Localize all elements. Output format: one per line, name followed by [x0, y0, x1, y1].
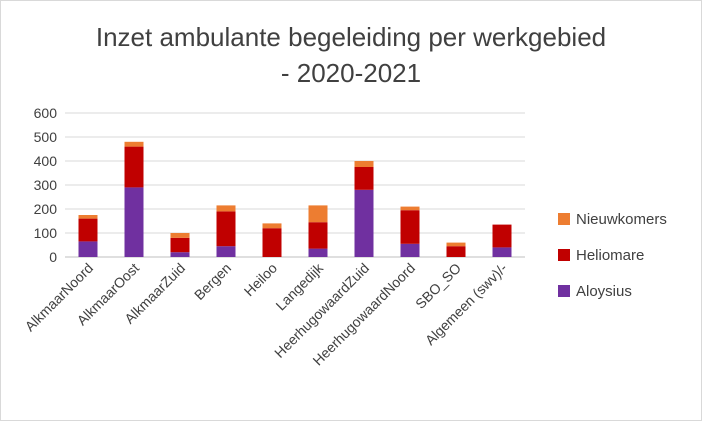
chart-title: Inzet ambulante begeleiding per werkgebi… [1, 19, 701, 91]
bar-segment-aloysius [124, 187, 144, 257]
bar-segment-aloysius [78, 241, 98, 257]
y-tick-label: 100 [34, 225, 58, 241]
bar-segment-heliomare [78, 218, 98, 242]
chart-title-line-1: Inzet ambulante begeleiding per werkgebi… [95, 22, 607, 52]
bar-segment-aloysius [492, 247, 512, 257]
bar-segment-nieuwkomers [216, 205, 236, 212]
bar-segment-heliomare [308, 222, 328, 249]
bar-segment-aloysius [216, 246, 236, 257]
bar-segment-heliomare [400, 210, 420, 244]
bar-segment-heliomare [170, 237, 190, 253]
x-tick-label: Bergen [191, 260, 234, 303]
bar-segment-nieuwkomers [446, 242, 466, 247]
bar-segment-nieuwkomers [400, 206, 420, 211]
bar-segment-heliomare [216, 211, 236, 247]
bar-segment-nieuwkomers [262, 223, 282, 229]
y-tick-label: 300 [34, 177, 58, 193]
legend-label: Nieuwkomers [576, 211, 667, 228]
x-tick-label: Algemeen (swv)/- [422, 260, 511, 349]
bar-segment-nieuwkomers [308, 205, 328, 223]
bar-segment-aloysius [170, 252, 190, 257]
legend-swatch [558, 285, 570, 297]
x-tick-label: Heiloo [241, 260, 281, 300]
y-tick-label: 200 [34, 201, 58, 217]
bar-segment-heliomare [354, 167, 374, 190]
bar-segment-nieuwkomers [170, 233, 190, 238]
bar-segment-aloysius [400, 243, 420, 257]
bar-segment-heliomare [446, 246, 466, 257]
y-tick-label: 400 [34, 153, 58, 169]
bar-segment-nieuwkomers [354, 161, 374, 167]
legend-swatch [558, 213, 570, 225]
legend-swatch [558, 249, 570, 261]
y-tick-label: 500 [34, 129, 58, 145]
y-tick-label: 600 [34, 105, 58, 121]
y-tick-label: 0 [49, 249, 57, 265]
legend-label: Aloysius [576, 283, 632, 300]
bar-segment-aloysius [354, 189, 374, 257]
bar-segment-heliomare [124, 146, 144, 188]
bar-segment-heliomare [492, 224, 512, 248]
bar-segment-heliomare [262, 228, 282, 257]
chart-title-line-2: - 2020-2021 [280, 58, 422, 88]
bar-segment-aloysius [308, 248, 328, 257]
bar-segment-nieuwkomers [124, 141, 144, 147]
bar-segment-nieuwkomers [78, 215, 98, 219]
legend-label: Heliomare [576, 247, 644, 264]
